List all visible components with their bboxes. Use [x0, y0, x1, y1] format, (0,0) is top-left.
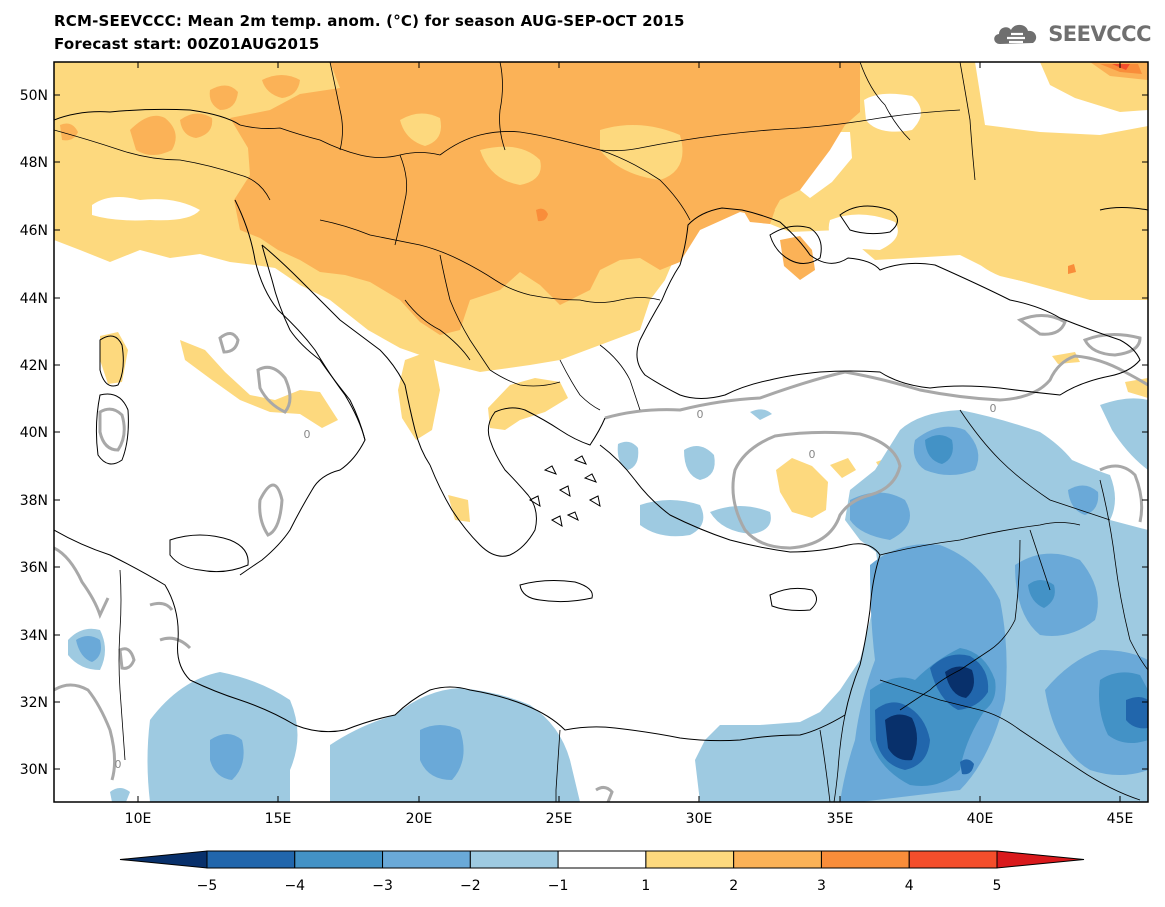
lat-label: 50N — [20, 88, 48, 104]
lat-label: 36N — [20, 560, 48, 576]
colorbar-label: −5 — [197, 878, 218, 894]
contour-label-zero: 0 — [697, 408, 704, 421]
lat-label: 44N — [20, 291, 48, 307]
colorbar-segment — [908, 850, 998, 869]
contour-label-zero: 0 — [304, 428, 311, 441]
colorbar-label: 2 — [729, 878, 738, 894]
warm-anomaly-level4 — [1112, 64, 1130, 70]
lat-label: 30N — [20, 762, 48, 778]
colorbar-segment — [294, 850, 384, 869]
lat-label: 46N — [20, 223, 48, 239]
colorbar-label: 4 — [905, 878, 914, 894]
lon-label: 10E — [125, 811, 152, 827]
lon-label: 40E — [967, 811, 994, 827]
colorbar-label: −1 — [548, 878, 569, 894]
lat-label: 48N — [20, 155, 48, 171]
zero-contours — [54, 314, 1148, 802]
lon-label: 30E — [686, 811, 713, 827]
lon-label: 35E — [827, 811, 854, 827]
longitude-axis — [137, 62, 1121, 802]
colorbar-segment — [382, 850, 471, 869]
lon-label: 15E — [265, 811, 292, 827]
colorbar-arrow-low — [119, 850, 208, 869]
latitude-labels: 50N 48N 46N 44N 42N 40N 38N 36N 34N 32N … — [20, 88, 48, 778]
colorbar-label: −4 — [284, 878, 305, 894]
forecast-start: Forecast start: 00Z01AUG2015 — [54, 35, 320, 53]
lon-label: 20E — [406, 811, 433, 827]
colorbar-label: 1 — [641, 878, 650, 894]
cloud-icon — [994, 24, 1037, 44]
latitude-axis — [54, 94, 1148, 770]
logo-text: SEEVCCC — [1048, 22, 1151, 46]
colorbar-segment — [206, 850, 296, 869]
map-title: RCM-SEEVCCC: Mean 2m temp. anom. (°C) fo… — [54, 12, 685, 30]
warm-anomaly-level2 — [60, 62, 1148, 335]
contour-label-zero: 0 — [115, 758, 122, 771]
colorbar-label: −3 — [372, 878, 393, 894]
lat-label: 40N — [20, 425, 48, 441]
lon-label: 45E — [1107, 811, 1134, 827]
warm-lighter-patches — [400, 113, 683, 185]
colorbar-segment — [557, 850, 647, 869]
coastlines — [54, 108, 1148, 742]
colorbar: −5 −4 −3 −2 −1 1 2 3 4 5 — [119, 850, 1085, 894]
colorbar-label: 5 — [993, 878, 1002, 894]
lat-label: 34N — [20, 628, 48, 644]
lon-label: 25E — [546, 811, 573, 827]
colorbar-label: 3 — [817, 878, 826, 894]
contour-label-zero: 0 — [990, 402, 997, 415]
seevccc-logo: SEEVCCC — [990, 20, 1151, 48]
lat-label: 32N — [20, 695, 48, 711]
colorbar-segment — [820, 850, 910, 869]
country-borders — [54, 62, 1148, 802]
colorbar-segment — [469, 850, 559, 869]
contour-label-zero: 0 — [809, 448, 816, 461]
lat-label: 38N — [20, 493, 48, 509]
warm-anomaly-level3 — [536, 64, 1142, 274]
map-field: 0 0 0 0 0 — [54, 62, 1148, 802]
colorbar-segment — [645, 850, 735, 869]
colorbar-segment — [733, 850, 822, 869]
lat-label: 42N — [20, 358, 48, 374]
colorbar-arrow-high — [996, 850, 1085, 869]
contour-labels: 0 0 0 0 0 — [115, 402, 997, 771]
longitude-labels: 10E 15E 20E 25E 30E 35E 40E 45E — [125, 811, 1134, 827]
colorbar-label: −2 — [460, 878, 481, 894]
